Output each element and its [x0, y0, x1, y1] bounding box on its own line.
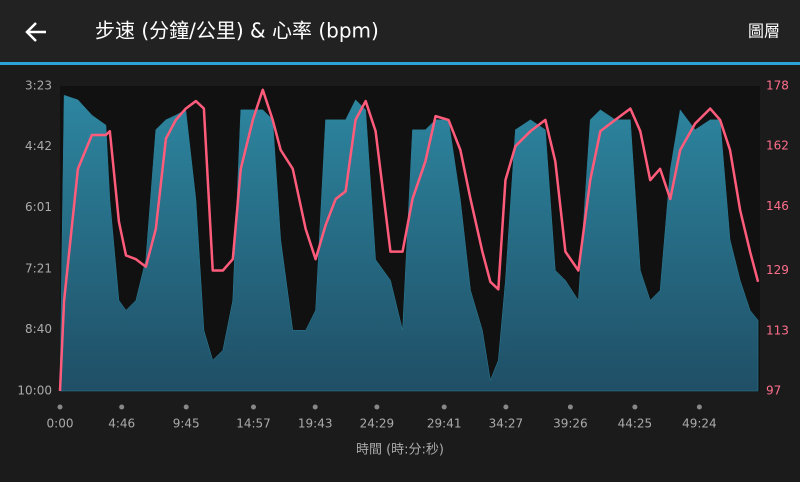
x-tick-label: 44:25: [618, 417, 653, 431]
x-tick-label: 24:29: [360, 417, 395, 431]
y-tick-label: 8:40: [25, 322, 52, 336]
x-tick-label: 39:26: [553, 417, 588, 431]
layers-button[interactable]: 圖層: [748, 22, 780, 41]
x-tick-mark: [57, 404, 63, 410]
y-tick-label: 7:21: [25, 261, 52, 275]
title: 步速 (分鐘/公里) & 心率 (bpm): [95, 19, 379, 43]
y2-tick-label: 146: [766, 199, 789, 213]
x-tick-label: 0:00: [47, 417, 74, 431]
x-tick-mark: [374, 404, 380, 410]
y-tick-label: 10:00: [17, 384, 52, 398]
x-tick-label: 14:57: [236, 417, 271, 431]
y-tick-label: 4:42: [25, 139, 52, 153]
divider: [0, 62, 800, 65]
y2-tick-label: 97: [766, 384, 781, 398]
x-tick-mark: [441, 404, 447, 410]
x-tick-mark: [250, 404, 256, 410]
x-tick-mark: [119, 404, 125, 410]
y-tick-label: 3:23: [25, 79, 52, 93]
x-tick-mark: [312, 404, 318, 410]
x-tick-label: 34:27: [489, 417, 524, 431]
x-tick-mark: [632, 404, 638, 410]
back-button[interactable]: [25, 22, 46, 42]
x-tick-label: 4:46: [108, 417, 135, 431]
x-tick-label: 9:45: [173, 417, 200, 431]
y2-tick-label: 178: [766, 79, 789, 93]
y2-tick-label: 129: [766, 263, 789, 277]
app-bar: [0, 0, 800, 62]
x-tick-label: 49:24: [682, 417, 717, 431]
x-tick-mark: [183, 404, 189, 410]
x-tick-mark: [696, 404, 702, 410]
x-tick-label: 29:41: [427, 417, 462, 431]
x-tick-mark: [503, 404, 509, 410]
x-axis-label: 時間 (時:分:秒): [356, 443, 444, 458]
y2-tick-label: 113: [766, 323, 789, 337]
y2-tick-label: 162: [766, 139, 789, 153]
y-tick-label: 6:01: [25, 200, 52, 214]
x-tick-label: 19:43: [298, 417, 333, 431]
pace-area: [59, 94, 759, 392]
heart-rate-line: [58, 88, 760, 392]
x-tick-mark: [567, 404, 573, 410]
